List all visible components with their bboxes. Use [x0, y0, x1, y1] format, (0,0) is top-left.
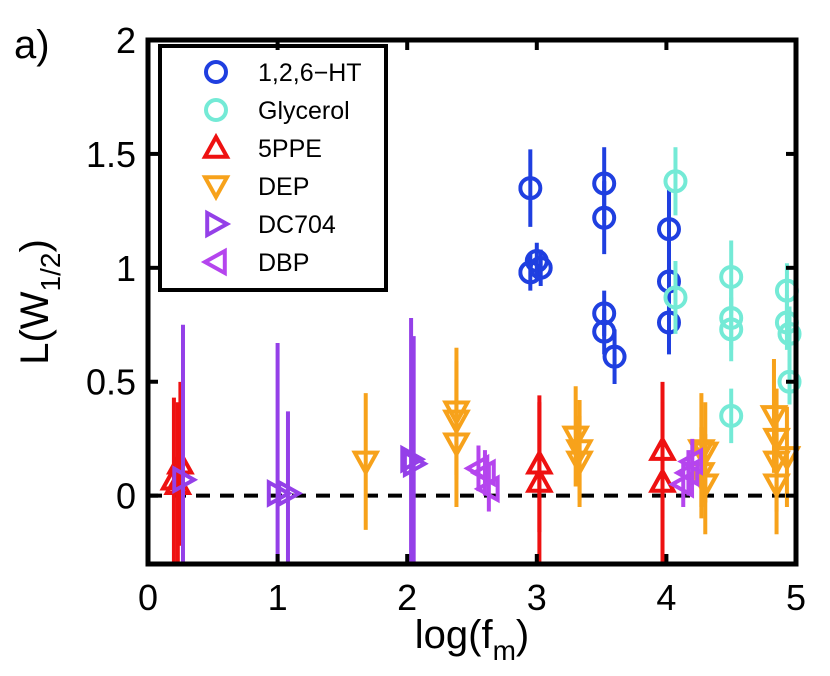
legend-label: 1,2,6−HT	[258, 59, 362, 87]
legend-label: Glycerol	[258, 97, 350, 125]
x-axis-label-close: )	[516, 613, 529, 657]
data-point	[721, 319, 741, 339]
y-axis-label: L(W1/2)	[13, 239, 66, 365]
data-point	[776, 448, 798, 468]
y-tick-label: 1.5	[86, 134, 136, 175]
data-point	[594, 208, 614, 228]
data-point	[766, 475, 788, 495]
y-axis-label-main: L(W	[13, 291, 57, 365]
x-tick-label: 4	[656, 577, 676, 618]
series-dbp	[467, 439, 701, 512]
data-point	[677, 462, 697, 484]
data-point	[665, 287, 685, 307]
legend-marker	[200, 247, 227, 277]
data-point	[569, 453, 591, 473]
legend-box	[158, 44, 388, 292]
y-tick-label: 1	[116, 248, 136, 289]
data-point	[279, 482, 299, 504]
data-point	[763, 407, 785, 427]
y-tick-label: 0.5	[86, 362, 136, 403]
legend-marker	[205, 209, 232, 239]
legend-label: DC704	[258, 211, 336, 239]
data-point	[780, 324, 800, 344]
y-axis-label-close: )	[13, 239, 57, 252]
legend-label: DBP	[258, 249, 309, 277]
series-dc704	[174, 318, 424, 564]
data-point	[681, 450, 701, 472]
x-axis-label: log(fm)	[415, 613, 529, 666]
x-tick-label: 5	[786, 577, 806, 618]
data-point	[174, 469, 194, 491]
plot-frame	[145, 37, 799, 567]
x-tick-label: 3	[527, 577, 547, 618]
data-point	[665, 171, 685, 191]
data-point	[355, 453, 377, 473]
legend-marker	[204, 60, 228, 84]
data-point	[474, 462, 494, 484]
series-glycerol	[665, 147, 799, 443]
data-point	[520, 178, 540, 198]
data-point	[405, 453, 425, 475]
data-point	[721, 406, 741, 426]
data-point	[531, 258, 551, 278]
data-point	[652, 471, 674, 491]
x-axis-label-main: log(f	[415, 613, 494, 657]
data-point	[659, 313, 679, 333]
data-point	[659, 219, 679, 239]
legend-marker	[201, 132, 231, 159]
panel-label: a)	[14, 23, 50, 67]
data-point	[528, 471, 550, 491]
legend-marker	[204, 98, 228, 122]
data-layer	[148, 147, 800, 564]
legend-label: DEP	[258, 173, 309, 201]
x-tick-label: 1	[268, 577, 288, 618]
series-5ppe	[163, 382, 674, 564]
legend-label: 5PPE	[258, 135, 322, 163]
x-tick-label: 2	[397, 577, 417, 618]
series-1-2-6-ht	[520, 147, 679, 384]
x-axis: 0 1 2 3 4 5	[138, 40, 806, 618]
data-point	[780, 372, 800, 392]
y-axis-label-subscript: 1/2	[35, 253, 66, 292]
legend: 1,2,6−HT Glycerol 5PPE DEP DC704 DBP	[158, 44, 388, 292]
y-tick-label: 2	[116, 20, 136, 61]
y-axis: 0 0.5 1 1.5 2	[86, 20, 796, 517]
legend-marker	[201, 175, 231, 202]
y-tick-label: 0	[116, 476, 136, 517]
x-tick-label: 0	[138, 577, 158, 618]
data-point	[478, 478, 498, 500]
data-point	[605, 347, 625, 367]
data-point	[445, 412, 467, 432]
x-axis-label-subscript: m	[493, 635, 516, 666]
